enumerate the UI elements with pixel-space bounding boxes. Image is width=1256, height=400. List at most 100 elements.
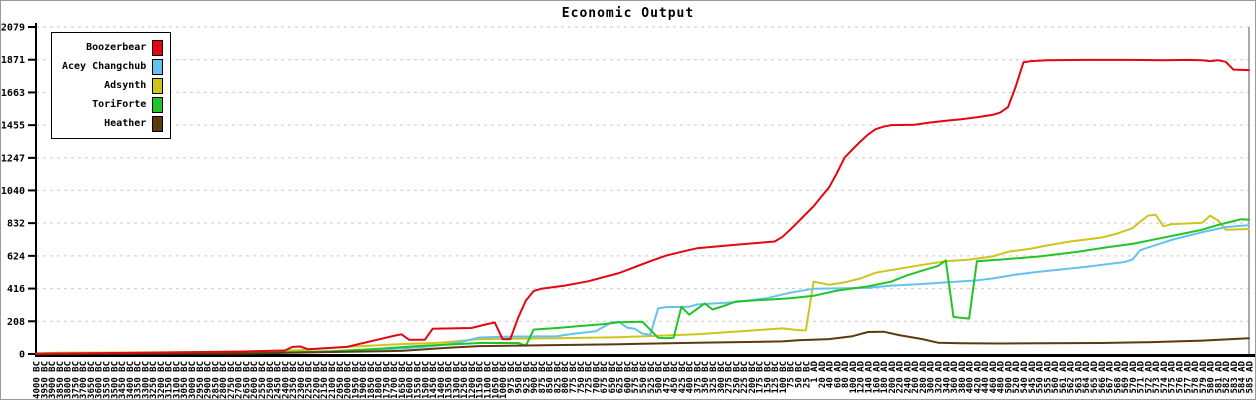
x-axis-label: 2000 BC — [344, 361, 354, 399]
x-axis-label: 565 AD — [1090, 360, 1100, 393]
x-axis-label: 3700 BC — [79, 361, 89, 399]
x-axis-label: 1500 BC — [421, 361, 431, 399]
x-axis-label: 577 AD — [1183, 360, 1193, 393]
x-axis-label: 575 AD — [1168, 360, 1178, 393]
x-axis-label: 3750 BC — [71, 361, 81, 399]
x-axis-label: 562 AD — [1067, 360, 1077, 393]
x-axis-label: 2350 BC — [289, 361, 299, 399]
x-axis-label: 550 BC — [639, 361, 649, 394]
x-axis-label: 576 AD — [1176, 360, 1186, 393]
x-axis-label: 925 BC — [522, 361, 532, 394]
x-axis-label: 3050 BC — [180, 361, 190, 399]
legend: Boozerbear Acey Changchub Adsynth ToriFo… — [51, 32, 172, 139]
x-axis-label: 420 AD — [973, 360, 983, 393]
x-axis-label: 3000 BC — [188, 361, 198, 399]
x-axis-label: 80 AD — [841, 360, 851, 388]
x-axis-label: 581 AD — [1214, 360, 1224, 393]
x-axis-label: 460 AD — [989, 360, 999, 393]
x-axis-label: 800 BC — [561, 361, 571, 394]
x-axis-label: 571 AD — [1137, 360, 1147, 393]
legend-label: ToriForte — [92, 99, 147, 110]
x-axis-label: 582 AD — [1222, 360, 1232, 393]
x-axis-label: 555 AD — [1043, 360, 1053, 393]
x-axis-label: 350 BC — [701, 361, 711, 394]
x-axis-label: 750 BC — [577, 361, 587, 394]
x-axis-label: 280 AD — [919, 360, 929, 393]
x-axis-label: 340 AD — [942, 360, 952, 393]
x-axis-label: 3400 BC — [126, 361, 136, 399]
x-axis-label: 275 BC — [725, 361, 735, 394]
x-axis-label: 567 AD — [1106, 360, 1116, 393]
x-axis-label: 300 AD — [927, 360, 937, 393]
series-line-toriforte — [35, 218, 1250, 355]
x-axis-label: 380 AD — [958, 360, 968, 393]
x-axis-label: 775 BC — [569, 361, 579, 394]
x-axis-label: 440 AD — [981, 360, 991, 393]
x-axis-label: 560 AD — [1051, 360, 1061, 393]
x-axis-label: 2100 BC — [328, 361, 338, 399]
x-axis-label: 2550 BC — [258, 361, 268, 399]
x-axis-label: 2750 BC — [227, 361, 237, 399]
x-axis-label: 625 BC — [616, 361, 626, 394]
x-axis-label: 1050 BC — [491, 361, 501, 399]
x-axis-label: 1450 BC — [429, 361, 439, 399]
legend-color-swatch — [152, 77, 164, 94]
x-axis-label: 1800 BC — [375, 361, 385, 399]
x-axis-label: 2950 BC — [196, 361, 206, 399]
x-axis-label: 1350 BC — [445, 361, 455, 399]
y-axis-label: 1247 — [1, 153, 25, 164]
x-axis-label: 1950 BC — [351, 361, 361, 399]
x-axis-label: 1900 BC — [359, 361, 369, 399]
legend-item: Heather — [62, 114, 164, 133]
y-axis-label: 1871 — [1, 55, 25, 66]
x-axis-label: 975 BC — [507, 361, 517, 394]
x-axis-label: 950 BC — [515, 361, 525, 394]
x-axis-label: 3600 BC — [95, 361, 105, 399]
x-axis-label: 160 AD — [872, 360, 882, 393]
x-axis-label: 563 AD — [1074, 360, 1084, 393]
x-axis-label: 583 AD — [1230, 360, 1240, 393]
x-axis-label: 2900 BC — [204, 361, 214, 399]
x-axis-label: 700 BC — [592, 361, 602, 394]
legend-label: Boozerbear — [86, 42, 147, 53]
x-axis-label: 400 BC — [686, 361, 696, 394]
x-axis-label: 250 BC — [732, 361, 742, 394]
x-axis-label: 450 BC — [670, 361, 680, 394]
legend-color-swatch — [152, 96, 164, 113]
x-axis-label: 725 BC — [585, 361, 595, 394]
x-axis-label: 570 AD — [1129, 360, 1139, 393]
x-axis-label: 875 BC — [538, 361, 548, 394]
x-axis-label: 575 BC — [631, 361, 641, 394]
x-axis-label: 2600 BC — [250, 361, 260, 399]
x-axis-label: 584 AD — [1238, 360, 1248, 393]
x-axis-label: 325 BC — [709, 361, 719, 394]
x-axis-label: 175 BC — [756, 361, 766, 394]
x-axis-label: 3250 BC — [149, 361, 159, 399]
legend-item: Adsynth — [62, 76, 164, 95]
x-axis-label: 578 AD — [1191, 360, 1201, 393]
x-axis-label: 200 AD — [888, 360, 898, 393]
x-axis-label: 1650 BC — [398, 361, 408, 399]
x-axis-label: 2250 BC — [305, 361, 315, 399]
x-axis-label: 1150 BC — [476, 361, 486, 399]
x-axis-label: 579 AD — [1199, 360, 1209, 393]
x-axis-label: 200 BC — [748, 361, 758, 394]
x-axis-label: 1750 BC — [382, 361, 392, 399]
y-axis-label: 1455 — [1, 121, 25, 132]
x-axis-label: 572 AD — [1144, 360, 1154, 393]
x-axis-label: 180 AD — [880, 360, 890, 393]
x-axis-label: 400 AD — [966, 360, 976, 393]
legend-label: Heather — [104, 118, 147, 129]
x-axis-label: 1700 BC — [390, 361, 400, 399]
x-axis-label: 125 BC — [771, 361, 781, 394]
x-axis-label: 500 BC — [655, 361, 665, 394]
x-axis-label: 1100 BC — [483, 361, 493, 399]
x-axis-label: 520 AD — [1012, 360, 1022, 393]
legend-color-swatch — [152, 58, 164, 75]
x-axis-label: 2650 BC — [242, 361, 252, 399]
x-axis-label: 585 AD — [1246, 360, 1256, 393]
x-axis-label: 650 BC — [608, 361, 618, 394]
x-axis-label: 3150 BC — [165, 361, 175, 399]
x-axis-label: 580 AD — [1207, 360, 1217, 393]
y-axis-label: 416 — [7, 284, 25, 295]
